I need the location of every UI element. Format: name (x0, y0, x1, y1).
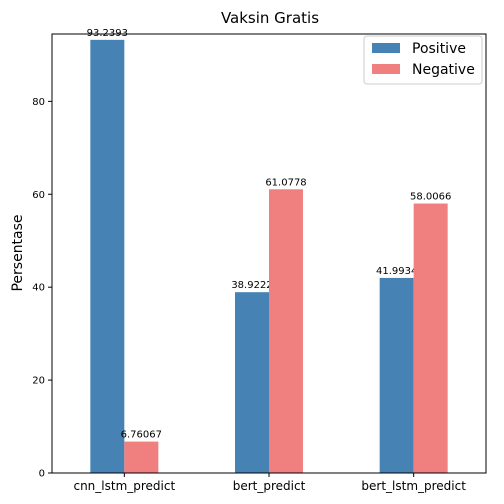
legend-swatch-positive (372, 43, 400, 53)
y-tick-label: 0 (39, 469, 45, 480)
data-label-positive-2: 38.9222 (231, 280, 272, 291)
bar-positive-2 (235, 292, 269, 473)
y-tick-label: 20 (32, 376, 45, 387)
bar-negative-1 (124, 441, 159, 473)
x-tick-label: bert_predict (233, 479, 306, 493)
bar-negative-2 (269, 189, 303, 473)
plot-area: 93.2393 6.76067 cnn_lstm_predict 38.9222 61.… (32, 28, 487, 493)
y-tick-label: 60 (32, 190, 45, 201)
data-label-negative-2: 61.0778 (265, 177, 306, 188)
y-tick-label: 40 (32, 283, 45, 294)
legend-swatch-negative (372, 64, 400, 74)
x-tick-label: bert_lstm_predict (361, 479, 466, 493)
legend-label-positive: Positive (412, 41, 466, 57)
data-label-negative-1: 6.76067 (121, 430, 162, 441)
bar-positive-1 (90, 39, 125, 473)
y-tick-label: 80 (32, 97, 45, 108)
legend-label-negative: Negative (412, 62, 475, 78)
data-label-positive-1: 93.2393 (87, 28, 128, 39)
chart-title: Vaksin Gratis (221, 9, 319, 27)
plot-frame (51, 33, 487, 474)
data-label-negative-3: 58.0066 (410, 192, 451, 203)
bar-positive-3 (379, 277, 414, 473)
x-tick-label: cnn_lstm_predict (73, 479, 175, 493)
data-label-positive-3: 41.9934 (376, 266, 417, 277)
y-axis-label: Persentase (10, 214, 26, 291)
legend: Positive Negative (363, 35, 483, 85)
bar-negative-3 (413, 203, 448, 473)
